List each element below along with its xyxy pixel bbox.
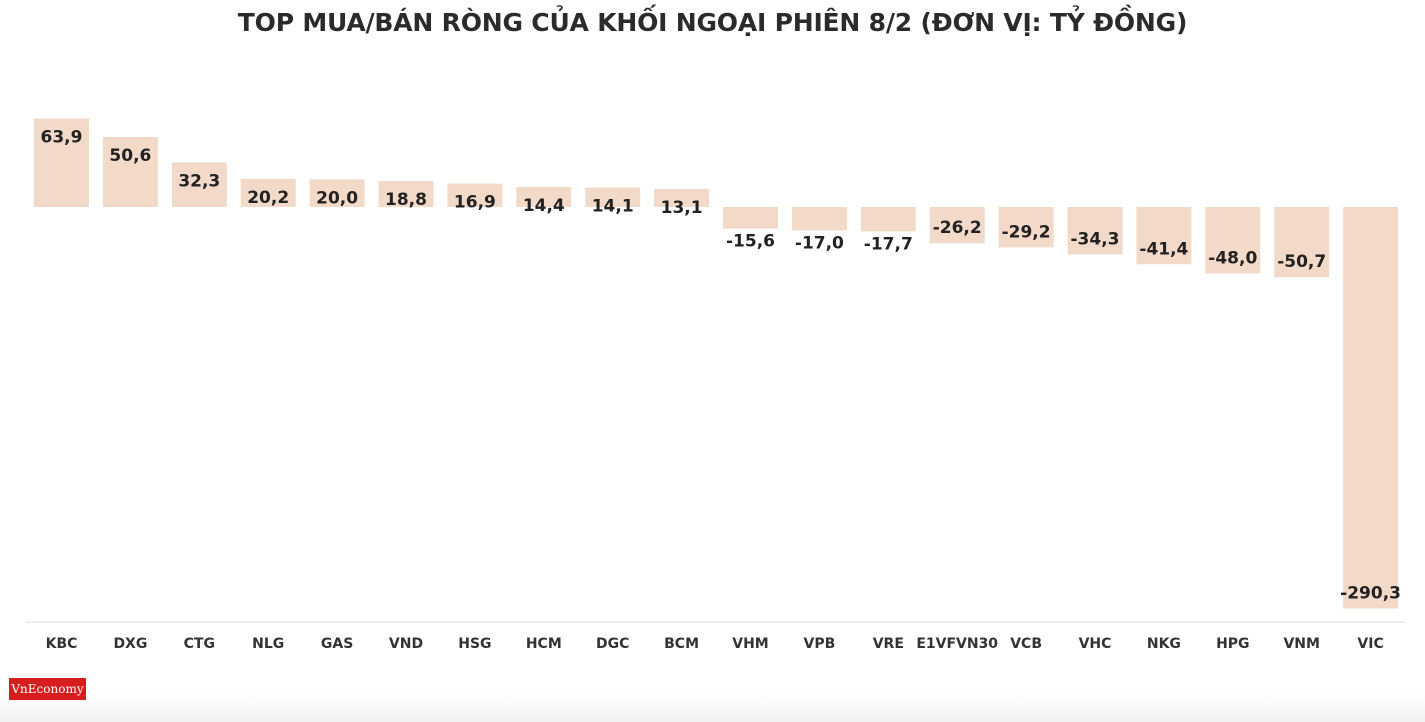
data-label: -29,2 — [1002, 222, 1051, 242]
bar-vnd — [378, 180, 434, 207]
data-label: -17,0 — [795, 234, 844, 254]
data-label: 32,3 — [178, 171, 220, 191]
bar-vnm — [1274, 207, 1330, 278]
bar-vcb — [998, 207, 1054, 248]
x-tick-label: VHC — [1079, 636, 1112, 652]
bar-bcm — [654, 188, 710, 207]
vneconomy-logo: VnEconomy — [9, 678, 86, 700]
bar-nlg — [240, 179, 296, 207]
bar-e1vfvn30 — [929, 207, 985, 244]
data-label: -48,0 — [1208, 248, 1257, 268]
data-label: 14,1 — [592, 196, 634, 216]
chart-title: TOP MUA/BÁN RÒNG CỦA KHỐI NGOẠI PHIÊN 8/… — [237, 8, 1188, 37]
data-label: -41,4 — [1139, 239, 1188, 259]
x-tick-label: HCM — [526, 636, 562, 652]
data-label: -26,2 — [933, 218, 982, 238]
bar-vpb — [791, 207, 847, 231]
x-tick-label: GAS — [321, 636, 353, 652]
x-tick-label: CTG — [184, 636, 215, 652]
bar-vhm — [723, 207, 778, 229]
x-tick-label: VCB — [1010, 636, 1042, 652]
data-label: -290,3 — [1340, 583, 1401, 603]
x-tick-label: DGC — [596, 636, 629, 652]
data-label: 14,4 — [523, 196, 565, 216]
x-tick-label: NLG — [252, 636, 284, 652]
x-tick-label: VNM — [1283, 636, 1319, 652]
data-label: 18,8 — [385, 190, 427, 210]
x-tick-label: VIC — [1357, 636, 1383, 652]
data-label: -17,7 — [864, 234, 913, 254]
bar-ctg — [171, 162, 227, 207]
data-label: -50,7 — [1277, 252, 1326, 272]
data-label: -15,6 — [726, 232, 775, 252]
data-label: 50,6 — [109, 146, 151, 166]
x-tick-label: KBC — [46, 636, 78, 652]
x-tick-label: HSG — [458, 636, 491, 652]
x-tick-label: E1VFVN30 — [916, 636, 998, 652]
x-tick-label: VRE — [873, 636, 904, 652]
bar-hpg — [1205, 207, 1261, 274]
data-label: 20,0 — [316, 188, 358, 208]
x-tick-label: VPB — [804, 636, 836, 652]
bar-vic — [1343, 207, 1399, 609]
bar-dgc — [585, 187, 641, 207]
bar-vre — [860, 207, 916, 232]
x-tick-label: BCM — [664, 636, 699, 652]
data-label: 13,1 — [661, 198, 703, 218]
x-tick-label: DXG — [113, 636, 147, 652]
data-label: -34,3 — [1071, 229, 1120, 249]
bar-dxg — [102, 137, 158, 207]
bar-kbc — [34, 118, 89, 207]
x-tick-label: VHM — [732, 636, 768, 652]
data-label: 16,9 — [454, 193, 496, 213]
x-tick-label: NKG — [1147, 636, 1181, 652]
x-tick-label: VND — [389, 636, 423, 652]
x-tick-label: HPG — [1216, 636, 1249, 652]
footer-background — [0, 690, 1425, 722]
bar-nkg — [1136, 207, 1192, 265]
bar-hsg — [447, 183, 503, 207]
bar-vhc — [1067, 207, 1123, 255]
bar-hcm — [516, 187, 572, 207]
data-label: 20,2 — [247, 188, 289, 208]
data-label: 63,9 — [41, 128, 83, 148]
bar-gas — [309, 179, 365, 207]
